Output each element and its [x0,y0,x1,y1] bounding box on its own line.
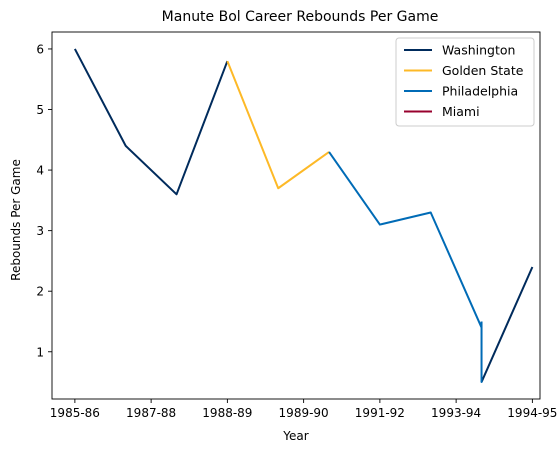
legend-box [395,37,535,127]
y-tick-label: 1 [36,345,44,359]
y-tick-label: 6 [36,42,44,56]
y-tick-label: 3 [36,224,44,238]
legend-entry: Golden State [442,63,524,78]
y-axis-label: Rebounds Per Game [9,159,23,281]
plot-area: 1 2 3 4 5 6 1985-86 1987-88 1988-89 1989-90 1991-9… [36,31,557,420]
y-tick-label: 2 [36,285,44,299]
series-line-philadelphia [328,151,483,384]
x-tick-label: 1988-89 [202,406,252,420]
x-tick-label: 1987-88 [126,406,176,420]
x-axis-label: Year [282,429,308,443]
series-line-golden-state [226,60,330,190]
x-tick-label: 1993-94 [431,406,481,420]
legend-entry: Philadelphia [442,84,518,99]
legend-entry: Washington [442,43,515,58]
x-tick-label: 1994-95 [507,406,557,420]
series-line-washington [73,48,534,383]
legend-entry: Miami [442,104,480,119]
chart-title: Manute Bol Career Rebounds Per Game [162,9,439,25]
x-tick-label: 1991-92 [355,406,405,420]
legend: Washington Golden State Philadelphia Miami [395,37,535,127]
x-tick-label: 1989-90 [279,406,329,420]
y-tick-label: 5 [36,103,44,117]
y-tick-label: 4 [36,164,44,178]
axes-frame [51,31,541,400]
x-tick-label: 1985-86 [50,406,100,420]
